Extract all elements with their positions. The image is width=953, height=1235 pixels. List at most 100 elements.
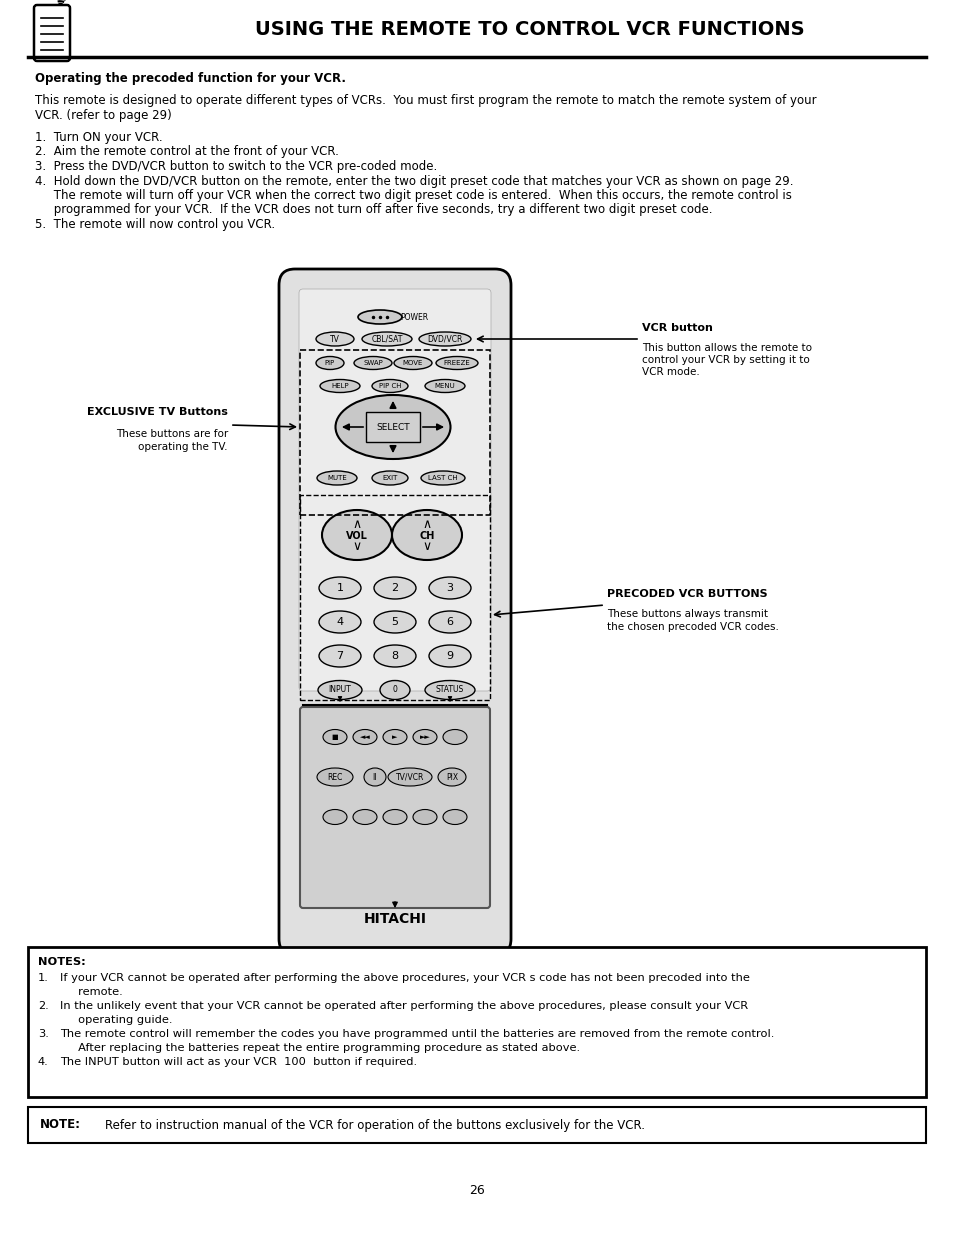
Text: TV/VCR: TV/VCR [395,773,424,782]
Ellipse shape [322,510,392,559]
Text: SWAP: SWAP [363,359,382,366]
Ellipse shape [361,332,412,346]
Text: 3.  Press the DVD/VCR button to switch to the VCR pre-coded mode.: 3. Press the DVD/VCR button to switch to… [35,161,436,173]
Text: PIP CH: PIP CH [378,383,401,389]
Ellipse shape [354,357,392,369]
Text: If your VCR cannot be operated after performing the above procedures, your VCR s: If your VCR cannot be operated after per… [60,973,749,983]
Text: ◄◄: ◄◄ [359,734,370,740]
Ellipse shape [353,730,376,745]
Ellipse shape [382,809,407,825]
FancyBboxPatch shape [278,269,511,955]
Ellipse shape [374,645,416,667]
Text: SELECT: SELECT [375,422,410,431]
Text: FREEZE: FREEZE [443,359,470,366]
Ellipse shape [315,332,354,346]
Text: 4: 4 [336,618,343,627]
Text: 4.: 4. [38,1057,49,1067]
Ellipse shape [316,768,353,785]
Ellipse shape [318,611,360,634]
Text: STATUS: STATUS [436,685,464,694]
Ellipse shape [392,510,461,559]
Text: EXCLUSIVE TV Buttons: EXCLUSIVE TV Buttons [87,408,228,417]
FancyBboxPatch shape [28,947,925,1097]
Text: control your VCR by setting it to: control your VCR by setting it to [641,354,809,366]
Text: The remote control will remember the codes you have programmed until the batteri: The remote control will remember the cod… [60,1029,774,1039]
Ellipse shape [372,379,408,393]
Ellipse shape [382,730,407,745]
Text: NOTES:: NOTES: [38,957,86,967]
Ellipse shape [357,310,401,324]
Text: After replacing the batteries repeat the entire programming procedure as stated : After replacing the batteries repeat the… [60,1044,579,1053]
Text: This button allows the remote to: This button allows the remote to [641,343,811,353]
Ellipse shape [379,680,410,699]
Text: ►: ► [392,734,397,740]
Text: 4.  Hold down the DVD/VCR button on the remote, enter the two digit preset code : 4. Hold down the DVD/VCR button on the r… [35,174,793,188]
FancyBboxPatch shape [366,412,419,442]
Ellipse shape [436,357,477,369]
Ellipse shape [420,471,464,485]
Text: DVD/VCR: DVD/VCR [427,335,462,343]
Text: MOVE: MOVE [402,359,423,366]
Ellipse shape [374,577,416,599]
Ellipse shape [318,577,360,599]
FancyBboxPatch shape [299,706,490,908]
Ellipse shape [388,768,432,785]
Text: ►►: ►► [419,734,430,740]
Text: REC: REC [327,773,342,782]
Text: VOL: VOL [346,531,368,541]
Text: II: II [373,773,376,782]
Text: ∨: ∨ [352,541,361,553]
Text: remote.: remote. [60,987,123,997]
Text: LAST CH: LAST CH [428,475,457,480]
Text: 7: 7 [336,651,343,661]
Text: ∧: ∧ [422,519,431,531]
Text: 1.  Turn ON your VCR.: 1. Turn ON your VCR. [35,131,162,144]
Ellipse shape [353,809,376,825]
Text: Refer to instruction manual of the VCR for operation of the buttons exclusively : Refer to instruction manual of the VCR f… [105,1119,644,1131]
FancyBboxPatch shape [28,1107,925,1144]
Ellipse shape [335,395,450,459]
Text: 5: 5 [391,618,398,627]
Text: PRECODED VCR BUTTONS: PRECODED VCR BUTTONS [606,589,767,599]
Text: CBL/SAT: CBL/SAT [371,335,402,343]
Ellipse shape [442,730,467,745]
Text: 5.  The remote will now control you VCR.: 5. The remote will now control you VCR. [35,219,274,231]
Text: PIP: PIP [325,359,335,366]
Text: 9: 9 [446,651,453,661]
Ellipse shape [413,730,436,745]
Ellipse shape [437,768,465,785]
Ellipse shape [429,611,471,634]
Ellipse shape [413,809,436,825]
Text: In the unlikely event that your VCR cannot be operated after performing the abov: In the unlikely event that your VCR cann… [60,1002,747,1011]
Ellipse shape [424,379,464,393]
Text: 26: 26 [469,1183,484,1197]
Text: POWER: POWER [399,312,428,321]
Ellipse shape [372,471,408,485]
Ellipse shape [318,645,360,667]
Ellipse shape [442,809,467,825]
Ellipse shape [315,357,344,369]
Text: ■: ■ [332,734,338,740]
Text: Operating the precoded function for your VCR.: Operating the precoded function for your… [35,72,346,85]
Text: The INPUT button will act as your VCR  100  button if required.: The INPUT button will act as your VCR 10… [60,1057,416,1067]
Text: programmed for your VCR.  If the VCR does not turn off after five seconds, try a: programmed for your VCR. If the VCR does… [35,204,712,216]
Ellipse shape [418,332,471,346]
Ellipse shape [317,680,361,699]
Text: VCR button: VCR button [641,324,712,333]
Ellipse shape [394,357,432,369]
Ellipse shape [429,577,471,599]
Text: These buttons always transmit: These buttons always transmit [606,609,767,619]
Text: VCR mode.: VCR mode. [641,367,699,377]
Ellipse shape [374,611,416,634]
Text: 1.: 1. [38,973,49,983]
Text: 0: 0 [392,685,397,694]
Text: 8: 8 [391,651,398,661]
Text: the chosen precoded VCR codes.: the chosen precoded VCR codes. [606,622,778,632]
Ellipse shape [424,680,475,699]
Text: EXIT: EXIT [382,475,397,480]
Text: 2: 2 [391,583,398,593]
Text: INPUT: INPUT [328,685,351,694]
Text: These buttons are for: These buttons are for [115,429,228,438]
Text: The remote will turn off your VCR when the correct two digit preset code is ente: The remote will turn off your VCR when t… [35,189,791,203]
Ellipse shape [323,809,347,825]
